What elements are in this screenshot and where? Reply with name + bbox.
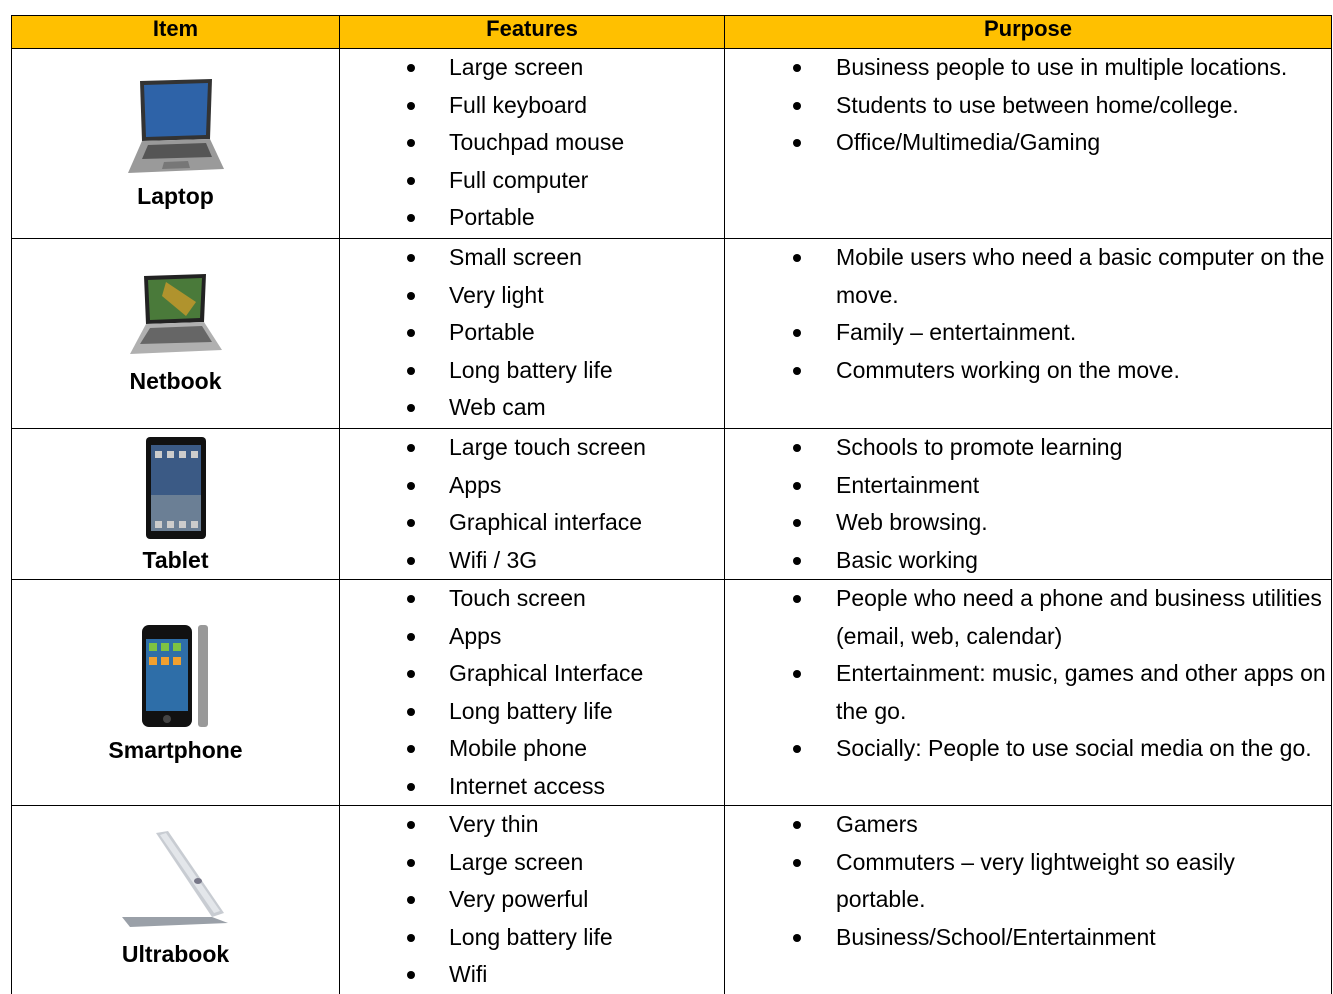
item-label: Smartphone bbox=[108, 737, 243, 763]
purpose-item: Business/School/Entertainment bbox=[793, 919, 1327, 957]
feature-item: Touchpad mouse bbox=[407, 124, 724, 162]
feature-item: Touch screen bbox=[407, 580, 724, 618]
item-cell: Ultrabook bbox=[11, 805, 340, 994]
purpose-list: Gamers Commuters – very lightweight so ea… bbox=[725, 806, 1331, 956]
feature-item: Graphical Interface bbox=[407, 655, 724, 693]
purpose-item: Web browsing. bbox=[793, 504, 1327, 542]
header-row: Item Features Purpose bbox=[11, 15, 1332, 49]
features-cell: Large touch screen Apps Graphical interfac… bbox=[339, 428, 725, 580]
table-row: Laptop Large screen Full keyboard Touchpad … bbox=[11, 48, 1332, 239]
purpose-list: Business people to use in multiple locat… bbox=[725, 49, 1331, 162]
feature-item: Full computer bbox=[407, 162, 724, 200]
item-cell: Laptop bbox=[11, 48, 340, 239]
item-label: Laptop bbox=[137, 183, 214, 209]
feature-item: Portable bbox=[407, 199, 724, 237]
feature-item: Long battery life bbox=[407, 352, 724, 390]
purpose-item: Basic working bbox=[793, 542, 1327, 580]
table-row: Netbook Small screen Very light Portable Lon… bbox=[11, 238, 1332, 429]
device-table: Item Features Purpose Laptop Large screen… bbox=[11, 15, 1332, 994]
features-list: Large touch screen Apps Graphical interfac… bbox=[340, 429, 724, 579]
ultrabook-image bbox=[121, 831, 228, 928]
purpose-item: Commuters working on the move. bbox=[793, 352, 1327, 390]
features-list: Large screen Full keyboard Touchpad mouse F… bbox=[340, 49, 724, 237]
header-cell: Purpose bbox=[724, 15, 1332, 49]
feature-item: Wifi / 3G bbox=[407, 542, 724, 580]
purpose-list: Schools to promote learning Entertainment… bbox=[725, 429, 1331, 579]
purpose-cell: Mobile users who need a basic computer o… bbox=[724, 238, 1332, 429]
feature-item: Wifi bbox=[407, 956, 724, 994]
document: Item Features Purpose Laptop Large screen… bbox=[11, 15, 1332, 994]
table-row: Smartphone Touch screen Apps Graphical Inte… bbox=[11, 579, 1332, 806]
feature-item: Full keyboard bbox=[407, 87, 724, 125]
purpose-cell: Business people to use in multiple locat… bbox=[724, 48, 1332, 239]
feature-item: Portable bbox=[407, 314, 724, 352]
purpose-item: Schools to promote learning bbox=[793, 429, 1327, 467]
purpose-item: Socially: People to use social media on … bbox=[793, 730, 1327, 768]
purpose-item: Entertainment bbox=[793, 467, 1327, 505]
purpose-item: Students to use between home/college. bbox=[793, 87, 1327, 125]
purpose-item: Gamers bbox=[793, 806, 1327, 844]
features-cell: Touch screen Apps Graphical Interface Long … bbox=[339, 579, 725, 806]
item-label: Ultrabook bbox=[121, 941, 230, 968]
purpose-item: Entertainment: music, games and other ap… bbox=[793, 655, 1327, 730]
features-cell: Large screen Full keyboard Touchpad mouse F… bbox=[339, 48, 725, 239]
features-list: Touch screen Apps Graphical Interface Long … bbox=[340, 580, 724, 805]
feature-item: Large screen bbox=[407, 844, 724, 882]
header-cell: Features bbox=[339, 15, 725, 49]
smartphone-image bbox=[141, 625, 208, 727]
item-cell: Smartphone bbox=[11, 579, 340, 806]
feature-item: Internet access bbox=[407, 768, 724, 806]
feature-item: Mobile phone bbox=[407, 730, 724, 768]
table-body: Laptop Large screen Full keyboard Touchpad … bbox=[11, 48, 1332, 994]
feature-item: Very light bbox=[407, 277, 724, 315]
feature-item: Large screen bbox=[407, 49, 724, 87]
features-cell: Small screen Very light Portable Long batte… bbox=[339, 238, 725, 429]
table-row: Tablet Large touch screen Apps Graphical in… bbox=[11, 428, 1332, 580]
feature-item: Small screen bbox=[407, 239, 724, 277]
features-cell: Very thin Large screen Very powerful Long b… bbox=[339, 805, 725, 994]
feature-item: Web cam bbox=[407, 389, 724, 427]
purpose-item: Mobile users who need a basic computer o… bbox=[793, 239, 1327, 314]
feature-item: Apps bbox=[407, 467, 724, 505]
feature-item: Very thin bbox=[407, 806, 724, 844]
feature-item: Long battery life bbox=[407, 693, 724, 731]
item-label: Tablet bbox=[142, 546, 209, 573]
purpose-list: People who need a phone and business uti… bbox=[725, 580, 1331, 768]
laptop-image bbox=[127, 79, 224, 173]
purpose-item: Family – entertainment. bbox=[793, 314, 1327, 352]
feature-item: Graphical interface bbox=[407, 504, 724, 542]
feature-item: Very powerful bbox=[407, 881, 724, 919]
purpose-cell: Gamers Commuters – very lightweight so ea… bbox=[724, 805, 1332, 994]
feature-item: Apps bbox=[407, 618, 724, 656]
purpose-item: Business people to use in multiple locat… bbox=[793, 49, 1327, 87]
tablet-image bbox=[145, 436, 206, 539]
purpose-cell: Schools to promote learning Entertainment… bbox=[724, 428, 1332, 580]
features-list: Small screen Very light Portable Long batte… bbox=[340, 239, 724, 427]
purpose-item: Commuters – very lightweight so easily p… bbox=[793, 844, 1327, 919]
purpose-item: People who need a phone and business uti… bbox=[793, 580, 1327, 655]
table-row: Ultrabook Very thin Large screen Very power… bbox=[11, 805, 1332, 994]
item-cell: Netbook bbox=[11, 238, 340, 429]
feature-item: Large touch screen bbox=[407, 429, 724, 467]
item-label: Netbook bbox=[129, 368, 222, 394]
purpose-list: Mobile users who need a basic computer o… bbox=[725, 239, 1331, 389]
header-cell: Item bbox=[11, 15, 340, 49]
item-cell: Tablet bbox=[11, 428, 340, 580]
features-list: Very thin Large screen Very powerful Long b… bbox=[340, 806, 724, 994]
purpose-cell: People who need a phone and business uti… bbox=[724, 579, 1332, 806]
netbook-image bbox=[129, 274, 222, 354]
feature-item: Long battery life bbox=[407, 919, 724, 957]
purpose-item: Office/Multimedia/Gaming bbox=[793, 124, 1327, 162]
